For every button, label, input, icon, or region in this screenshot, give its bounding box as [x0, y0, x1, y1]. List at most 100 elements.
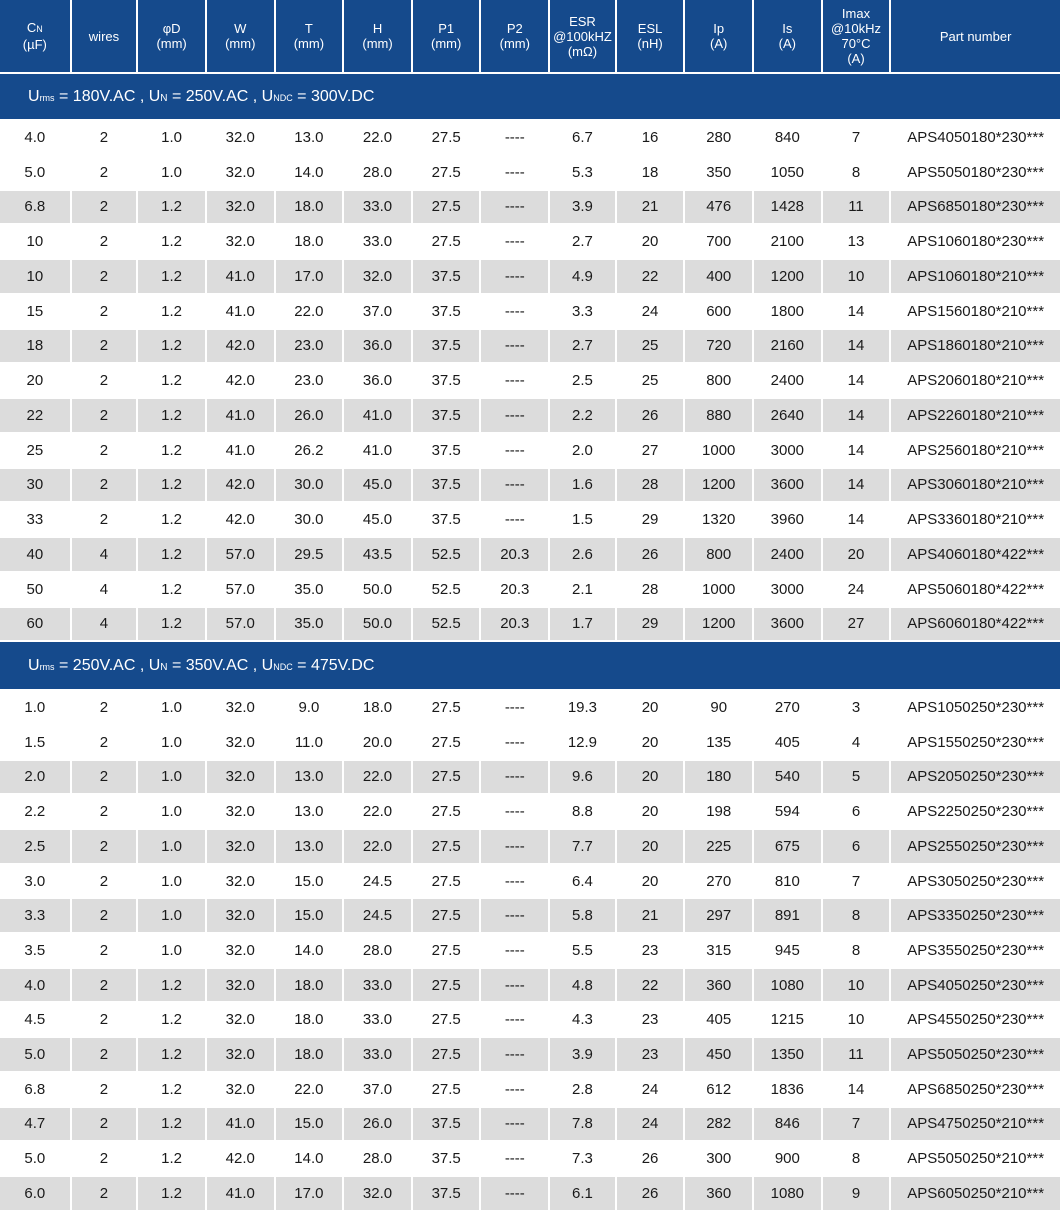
cell-w: 41.0: [205, 1175, 276, 1212]
cell-cn: 4.5: [0, 1002, 72, 1039]
cell-wires: 2: [70, 502, 139, 538]
cell-p2: ----: [480, 690, 551, 726]
cell-p1: 27.5: [411, 690, 482, 726]
header-line: Is: [782, 21, 793, 36]
cell-is: 675: [753, 829, 823, 865]
cell-phi-d: 1.2: [137, 189, 207, 226]
cell-esr: 6.1: [549, 1175, 617, 1212]
cell-esl: 20: [615, 794, 686, 830]
cell-esl: 29: [615, 502, 686, 538]
cell-esr: 2.8: [549, 1071, 617, 1108]
cell-part-number: APS2250250*230***: [890, 794, 1060, 830]
header-line: ESR: [569, 13, 596, 29]
cell-h: 50.0: [343, 571, 413, 608]
cell-cn: 5.0: [0, 1037, 72, 1073]
cell-phi-d: 1.2: [137, 1106, 207, 1143]
cell-t: 17.0: [274, 259, 345, 295]
cell-p2: ----: [480, 1106, 551, 1143]
cell-w: 42.0: [205, 502, 276, 538]
header-line: (mm): [293, 36, 325, 51]
cell-esl: 26: [615, 398, 686, 434]
cell-phi-d: 1.2: [137, 967, 207, 1004]
header-phi-d: φD (mm): [137, 0, 207, 73]
cell-phi-d: 1.2: [137, 1071, 207, 1108]
cell-imax: 8: [821, 154, 892, 191]
cell-wires: 4: [70, 571, 139, 608]
table-row: 25 2 1.2 41.0 26.2 41.0 37.5 ---- 2.0 27 1000 3000 1…: [0, 432, 1060, 469]
section-header: Urms = 180V.AC , UN = 250V.AC , UNDC = 3…: [0, 72, 1060, 121]
cell-cn: 2.2: [0, 794, 72, 830]
cell-w: 57.0: [205, 537, 276, 573]
cell-imax: 8: [821, 898, 892, 935]
cell-imax: 10: [821, 1002, 892, 1039]
table-row: 3.0 2 1.0 32.0 15.0 24.5 27.5 ---- 6.4 20 270 810 7 A…: [0, 863, 1060, 900]
cell-esr: 3.9: [549, 189, 617, 226]
table-row: 15 2 1.2 41.0 22.0 37.0 37.5 ---- 3.3 24 600 1800 14…: [0, 293, 1060, 330]
header-line: @100kHZ: [553, 28, 612, 44]
cell-is: 594: [753, 794, 823, 830]
cell-is: 405: [753, 724, 823, 761]
header-cn: CN (µF): [0, 0, 72, 73]
table-row: 5.0 2 1.2 42.0 14.0 28.0 37.5 ---- 7.3 26 300 900 8 A…: [0, 1141, 1060, 1177]
cell-t: 17.0: [274, 1175, 345, 1212]
cell-t: 9.0: [274, 690, 345, 726]
cell-ip: 180: [684, 759, 755, 796]
cell-esl: 26: [615, 1141, 686, 1177]
cell-part-number: APS5050250*210***: [890, 1141, 1060, 1177]
cell-wires: 2: [70, 259, 139, 295]
cell-p2: ----: [480, 154, 551, 191]
cell-p1: 27.5: [411, 154, 482, 191]
cell-imax: 14: [821, 328, 892, 365]
cell-imax: 8: [821, 1141, 892, 1177]
cell-wires: 2: [70, 759, 139, 796]
cell-cn: 3.0: [0, 863, 72, 900]
cell-part-number: APS3350250*230***: [890, 898, 1060, 935]
cell-ip: 700: [684, 224, 755, 260]
cell-is: 1836: [753, 1071, 823, 1108]
cell-phi-d: 1.2: [137, 502, 207, 538]
cell-p1: 37.5: [411, 1141, 482, 1177]
header-line: Ip: [713, 21, 725, 36]
cell-p2: ----: [480, 189, 551, 226]
cell-esl: 23: [615, 1037, 686, 1073]
cell-h: 24.5: [343, 863, 413, 900]
cell-p2: 20.3: [480, 571, 551, 608]
cell-phi-d: 1.2: [137, 328, 207, 365]
cell-h: 28.0: [343, 1141, 413, 1177]
cell-is: 840: [753, 120, 823, 156]
cell-esr: 5.8: [549, 898, 617, 935]
cell-part-number: APS6850180*230***: [890, 189, 1060, 226]
cell-w: 41.0: [205, 1106, 276, 1143]
cell-w: 32.0: [205, 863, 276, 900]
cell-esl: 26: [615, 1175, 686, 1212]
cell-w: 32.0: [205, 759, 276, 796]
cell-esr: 1.7: [549, 606, 617, 643]
header-line: (mΩ): [567, 43, 598, 59]
cell-imax: 4: [821, 724, 892, 761]
section-1-body: Urms = 180V.AC , UN = 250V.AC , UNDC = 3…: [0, 72, 1060, 643]
cell-imax: 14: [821, 1071, 892, 1108]
cell-esl: 26: [615, 537, 686, 573]
cell-esl: 28: [615, 467, 686, 504]
header-h: H (mm): [343, 0, 413, 73]
cell-t: 35.0: [274, 606, 345, 643]
cell-wires: 2: [70, 933, 139, 969]
cell-h: 50.0: [343, 606, 413, 643]
cell-p1: 37.5: [411, 363, 482, 399]
cell-is: 945: [753, 933, 823, 969]
cell-p2: 20.3: [480, 537, 551, 573]
table-row: 60 4 1.2 57.0 35.0 50.0 52.5 20.3 1.7 29 1200 3600 2…: [0, 606, 1060, 643]
cell-ip: 297: [684, 898, 755, 935]
cell-wires: 2: [70, 794, 139, 830]
cell-t: 18.0: [274, 967, 345, 1004]
cell-w: 32.0: [205, 724, 276, 761]
cell-part-number: APS5050180*230***: [890, 154, 1060, 191]
cell-part-number: APS4060180*422***: [890, 537, 1060, 573]
cell-imax: 6: [821, 829, 892, 865]
cell-w: 41.0: [205, 293, 276, 330]
cell-wires: 4: [70, 606, 139, 643]
header-line: Imax: [841, 6, 871, 21]
cell-esl: 24: [615, 1106, 686, 1143]
cell-ip: 315: [684, 933, 755, 969]
